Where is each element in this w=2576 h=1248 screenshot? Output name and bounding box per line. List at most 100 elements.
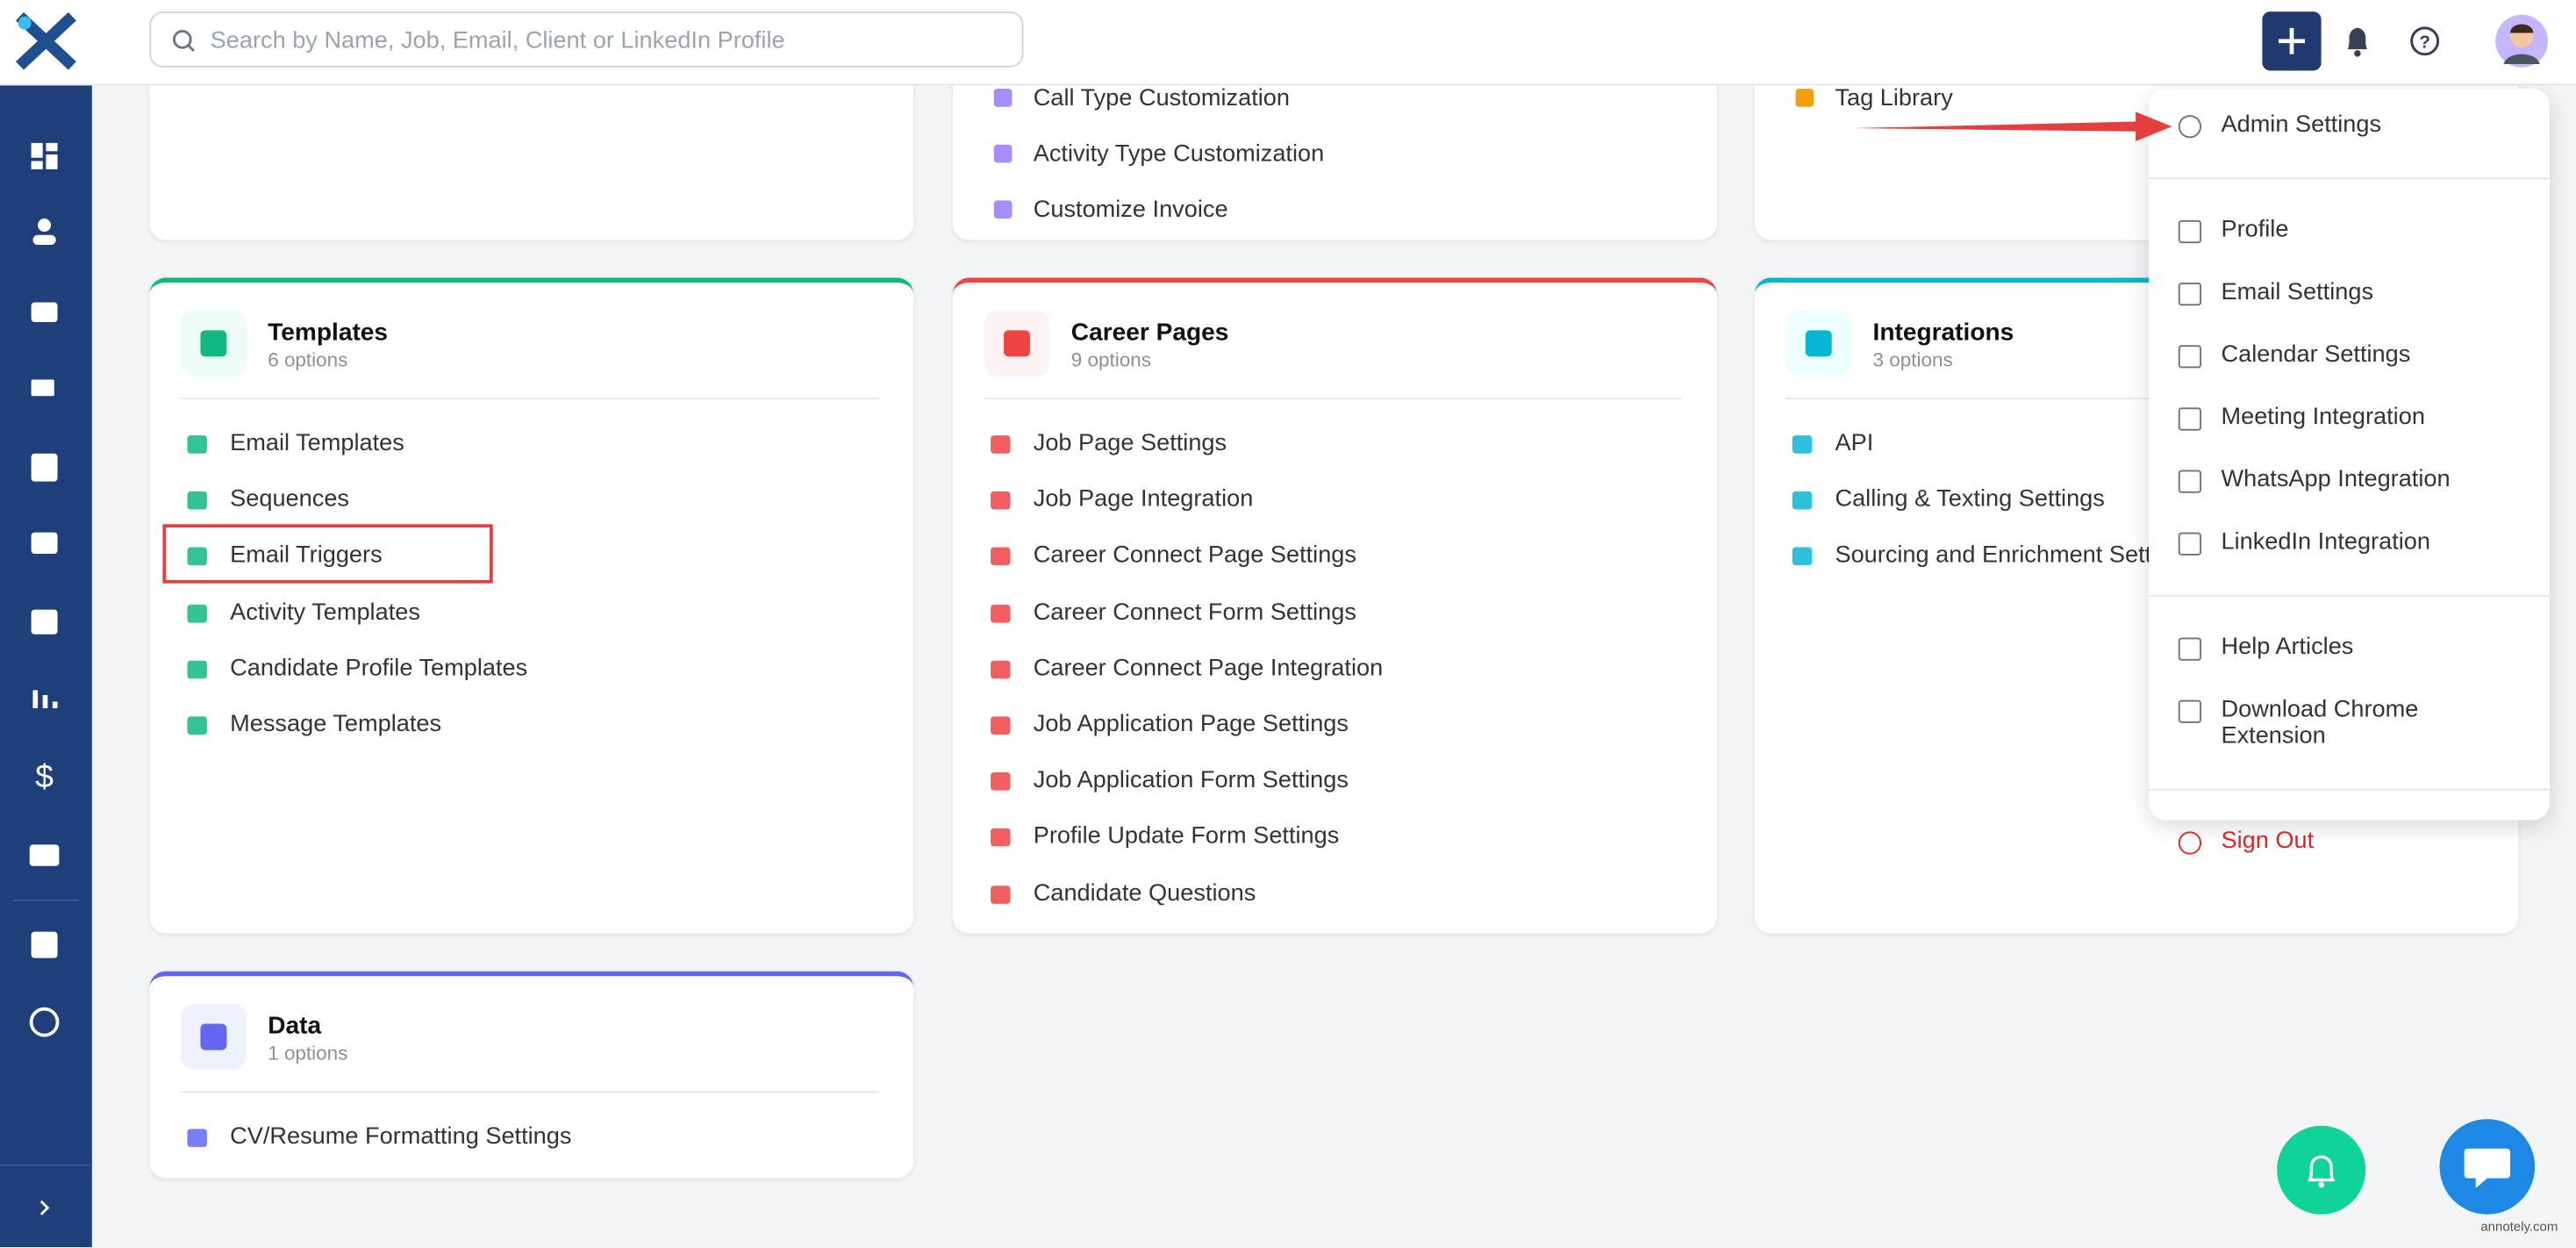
settings-card: Data 1 options CV/Resume Formatting Settin… bbox=[149, 971, 914, 1179]
card-title: Templates bbox=[268, 319, 389, 348]
item-icon bbox=[993, 145, 1013, 163]
annotation-arrow bbox=[1853, 111, 2172, 142]
menu-divider bbox=[2149, 594, 2550, 597]
settings-link[interactable]: Sequences bbox=[230, 486, 350, 513]
item-icon bbox=[187, 604, 207, 622]
settings-link[interactable]: Job Page Integration bbox=[1033, 486, 1254, 513]
settings-link[interactable]: Candidate Questions bbox=[1033, 879, 1256, 907]
settings-link[interactable]: Calling & Texting Settings bbox=[1835, 486, 2105, 513]
card-icon bbox=[984, 310, 1050, 377]
item-icon bbox=[1795, 89, 1814, 107]
settings-link[interactable]: Call Type Customization bbox=[1033, 85, 1291, 112]
menu-icon bbox=[2178, 115, 2202, 139]
settings-link[interactable]: Email Templates bbox=[230, 430, 404, 457]
settings-link[interactable]: Career Connect Page Integration bbox=[1033, 655, 1384, 682]
menu-icon bbox=[2178, 699, 2202, 723]
settings-link[interactable]: Sourcing and Enrichment Settings bbox=[1835, 542, 2195, 570]
item-icon bbox=[991, 660, 1011, 678]
item-icon bbox=[187, 548, 207, 566]
settings-link[interactable]: Career Connect Form Settings bbox=[1033, 599, 1356, 626]
settings-link[interactable]: Candidate Profile Templates bbox=[230, 655, 528, 682]
settings-link[interactable]: Career Connect Page Settings bbox=[1033, 542, 1356, 570]
menu-item[interactable]: Meeting Integration bbox=[2221, 404, 2425, 431]
menu-icon bbox=[2178, 532, 2202, 556]
menu-item[interactable]: Calendar Settings bbox=[2221, 341, 2411, 369]
menu-icon bbox=[2178, 637, 2202, 661]
sidebar-icons: $ bbox=[0, 142, 92, 1216]
item-icon bbox=[991, 435, 1011, 454]
card-icon-glyph bbox=[200, 1023, 227, 1051]
card-title: Data bbox=[268, 1012, 322, 1041]
settings-link[interactable]: Tag Library bbox=[1835, 85, 1953, 112]
menu-item[interactable]: Profile bbox=[2221, 217, 2289, 244]
item-icon bbox=[1792, 548, 1813, 566]
add-button[interactable] bbox=[2262, 11, 2322, 71]
card-subtitle: 6 options bbox=[268, 348, 348, 372]
settings-link[interactable]: Customize Invoice bbox=[1033, 197, 1228, 225]
item-icon bbox=[187, 1129, 207, 1147]
avatar[interactable] bbox=[2494, 13, 2550, 69]
settings-link[interactable]: Profile Update Form Settings bbox=[1033, 823, 1340, 850]
settings-link[interactable]: CV/Resume Formatting Settings bbox=[230, 1123, 572, 1151]
settings-link[interactable]: Email Triggers bbox=[230, 542, 383, 570]
watermark: annotely.com bbox=[2480, 1219, 2558, 1235]
svg-text:$: $ bbox=[35, 757, 54, 794]
item-icon bbox=[991, 772, 1011, 791]
menu-icon bbox=[2178, 345, 2202, 369]
menu-item[interactable]: Download Chrome Extension bbox=[2221, 696, 2419, 750]
search-icon bbox=[173, 30, 195, 53]
card-icon bbox=[180, 310, 247, 377]
menu-divider bbox=[2149, 788, 2550, 791]
menu-divider bbox=[2149, 177, 2550, 180]
menu-item[interactable]: LinkedIn Integration bbox=[2221, 528, 2430, 556]
menu-item[interactable]: Email Settings bbox=[2221, 279, 2374, 306]
settings-link[interactable]: Job Application Form Settings bbox=[1033, 767, 1349, 794]
card-icon-glyph bbox=[1805, 330, 1832, 357]
item-icon bbox=[991, 716, 1011, 735]
card-subtitle: 1 options bbox=[268, 1042, 348, 1065]
card-icon-glyph bbox=[1004, 330, 1030, 357]
card-subtitle: 9 options bbox=[1070, 348, 1151, 372]
card-icon bbox=[180, 1004, 247, 1070]
settings-link[interactable]: Activity Type Customization bbox=[1033, 141, 1325, 169]
menu-icon bbox=[2178, 283, 2202, 306]
annotation-highlight bbox=[162, 524, 493, 584]
divider bbox=[984, 398, 1683, 399]
item-icon bbox=[1792, 491, 1813, 510]
item-icon bbox=[991, 885, 1011, 904]
divider bbox=[180, 1091, 879, 1094]
settings-link[interactable]: Job Page Settings bbox=[1033, 430, 1227, 457]
search-box[interactable]: Search by Name, Job, Email, Client or Li… bbox=[149, 11, 1024, 68]
card-title: Career Pages bbox=[1070, 319, 1229, 348]
menu-icon bbox=[2178, 219, 2202, 244]
card-icon-glyph bbox=[200, 330, 227, 357]
item-icon bbox=[187, 491, 207, 510]
item-icon bbox=[991, 828, 1011, 848]
chat-fab[interactable] bbox=[2439, 1119, 2536, 1215]
item-icon bbox=[991, 491, 1011, 510]
item-icon bbox=[991, 604, 1011, 622]
settings-link[interactable]: Activity Templates bbox=[230, 599, 420, 626]
help-button[interactable]: ? bbox=[2407, 23, 2443, 59]
menu-item[interactable]: Admin Settings bbox=[2221, 111, 2382, 139]
divider bbox=[180, 398, 879, 399]
settings-link[interactable]: Job Application Page Settings bbox=[1033, 711, 1349, 738]
menu-item[interactable]: Sign Out bbox=[2221, 828, 2315, 855]
search-placeholder: Search by Name, Job, Email, Client or Li… bbox=[210, 27, 785, 54]
settings-card: Career Pages 9 options Job Page Settings Jo… bbox=[952, 277, 1717, 934]
item-icon bbox=[993, 89, 1013, 107]
notifications-button[interactable] bbox=[2341, 23, 2373, 59]
settings-link[interactable]: Message Templates bbox=[230, 711, 442, 738]
menu-item[interactable]: Help Articles bbox=[2221, 634, 2354, 661]
logo[interactable] bbox=[13, 10, 79, 72]
notification-fab[interactable] bbox=[2277, 1125, 2366, 1215]
item-icon bbox=[1792, 435, 1813, 454]
menu-icon bbox=[2178, 470, 2202, 493]
item-icon bbox=[993, 201, 1013, 219]
menu-item[interactable]: WhatsApp Integration bbox=[2221, 466, 2451, 493]
item-icon bbox=[991, 548, 1011, 566]
top-bar: Search by Name, Job, Email, Client or Li… bbox=[0, 0, 2576, 86]
settings-link[interactable]: API bbox=[1835, 430, 1874, 457]
